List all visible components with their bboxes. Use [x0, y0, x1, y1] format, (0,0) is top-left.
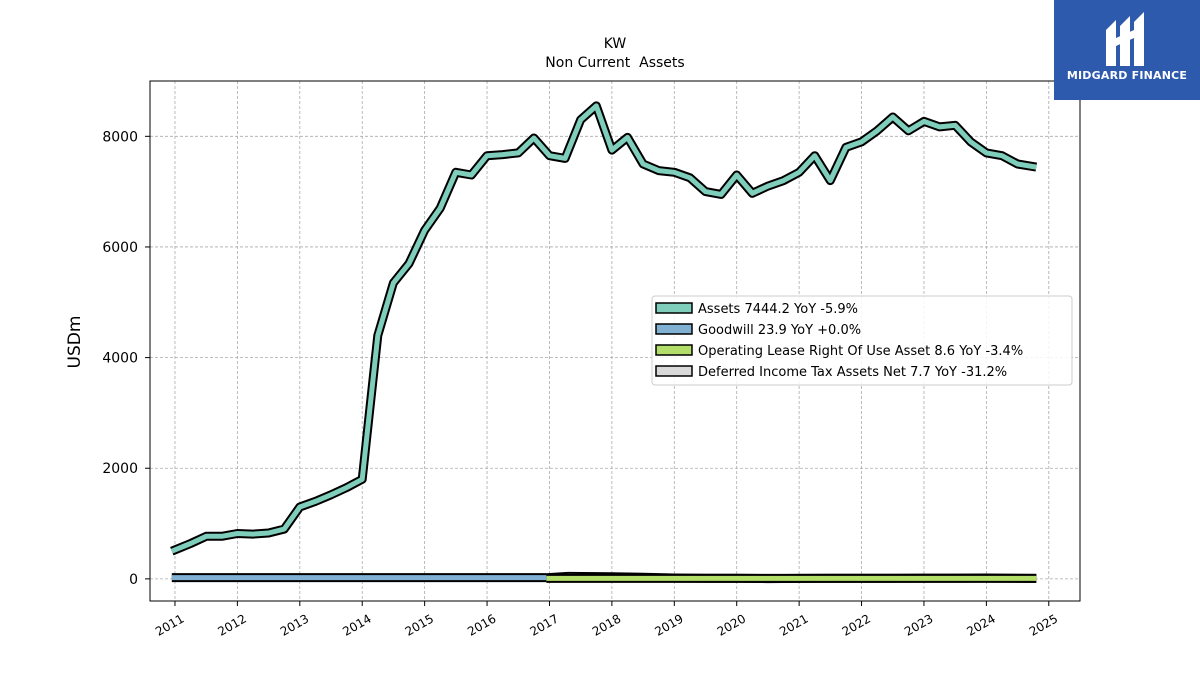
legend-swatch [655, 344, 693, 356]
legend-swatch [655, 302, 693, 314]
x-tick-label: 2011 [153, 611, 186, 638]
y-tick-label: 2000 [102, 461, 138, 477]
logo-mark-icon [1106, 12, 1144, 66]
plot-frame [149, 80, 1081, 602]
x-tick-label: 2022 [840, 611, 873, 638]
x-tick-label: 2019 [652, 611, 685, 638]
legend: Assets 7444.2 YoY -5.9% Goodwill 23.9 YoY… [651, 295, 1073, 386]
chart-title: KW [604, 36, 627, 52]
series-layer [170, 101, 1038, 584]
x-tick-label: 2015 [403, 611, 436, 638]
series-0 [170, 101, 1038, 556]
x-tick-label: 2024 [964, 611, 997, 638]
x-tick-label: 2016 [465, 611, 498, 638]
y-tick-label: 4000 [102, 351, 138, 367]
x-tick-label: 2017 [528, 611, 561, 638]
x-tick-label: 2020 [715, 611, 748, 638]
legend-box [651, 295, 1073, 386]
x-tick-label: 2012 [215, 611, 248, 638]
x-axis: 2011 2012 2013 2014 2015 2016 2017 2018 2019 2020… [153, 601, 1060, 639]
y-axis: 0 2000 4000 6000 8000 [102, 129, 150, 588]
legend-label: Assets 7444.2 YoY -5.9% [698, 302, 858, 317]
x-tick-label: 2014 [340, 611, 373, 638]
chart-subtitle: Non Current Assets [545, 55, 684, 71]
midgard-finance-logo: MIDGARD FINANCE [1054, 0, 1200, 100]
series-line [170, 103, 1037, 554]
y-tick-label: 0 [129, 572, 138, 588]
x-tick-label: 2018 [590, 611, 623, 638]
legend-swatch [655, 323, 693, 335]
y-axis-label: USDm [65, 316, 85, 369]
legend-label: Operating Lease Right Of Use Asset 8.6 Y… [698, 344, 1023, 359]
legend-label: Deferred Income Tax Assets Net 7.7 YoY -… [698, 365, 1007, 380]
y-tick-label: 6000 [102, 240, 138, 256]
x-tick-label: 2013 [278, 611, 311, 638]
logo-text: MIDGARD FINANCE [1066, 69, 1188, 82]
x-tick-label: 2021 [777, 611, 810, 638]
x-tick-label: 2023 [902, 611, 935, 638]
y-tick-label: 8000 [102, 129, 138, 145]
legend-swatch [655, 365, 693, 377]
legend-label: Goodwill 23.9 YoY +0.0% [698, 323, 861, 338]
x-tick-label: 2025 [1027, 611, 1060, 638]
